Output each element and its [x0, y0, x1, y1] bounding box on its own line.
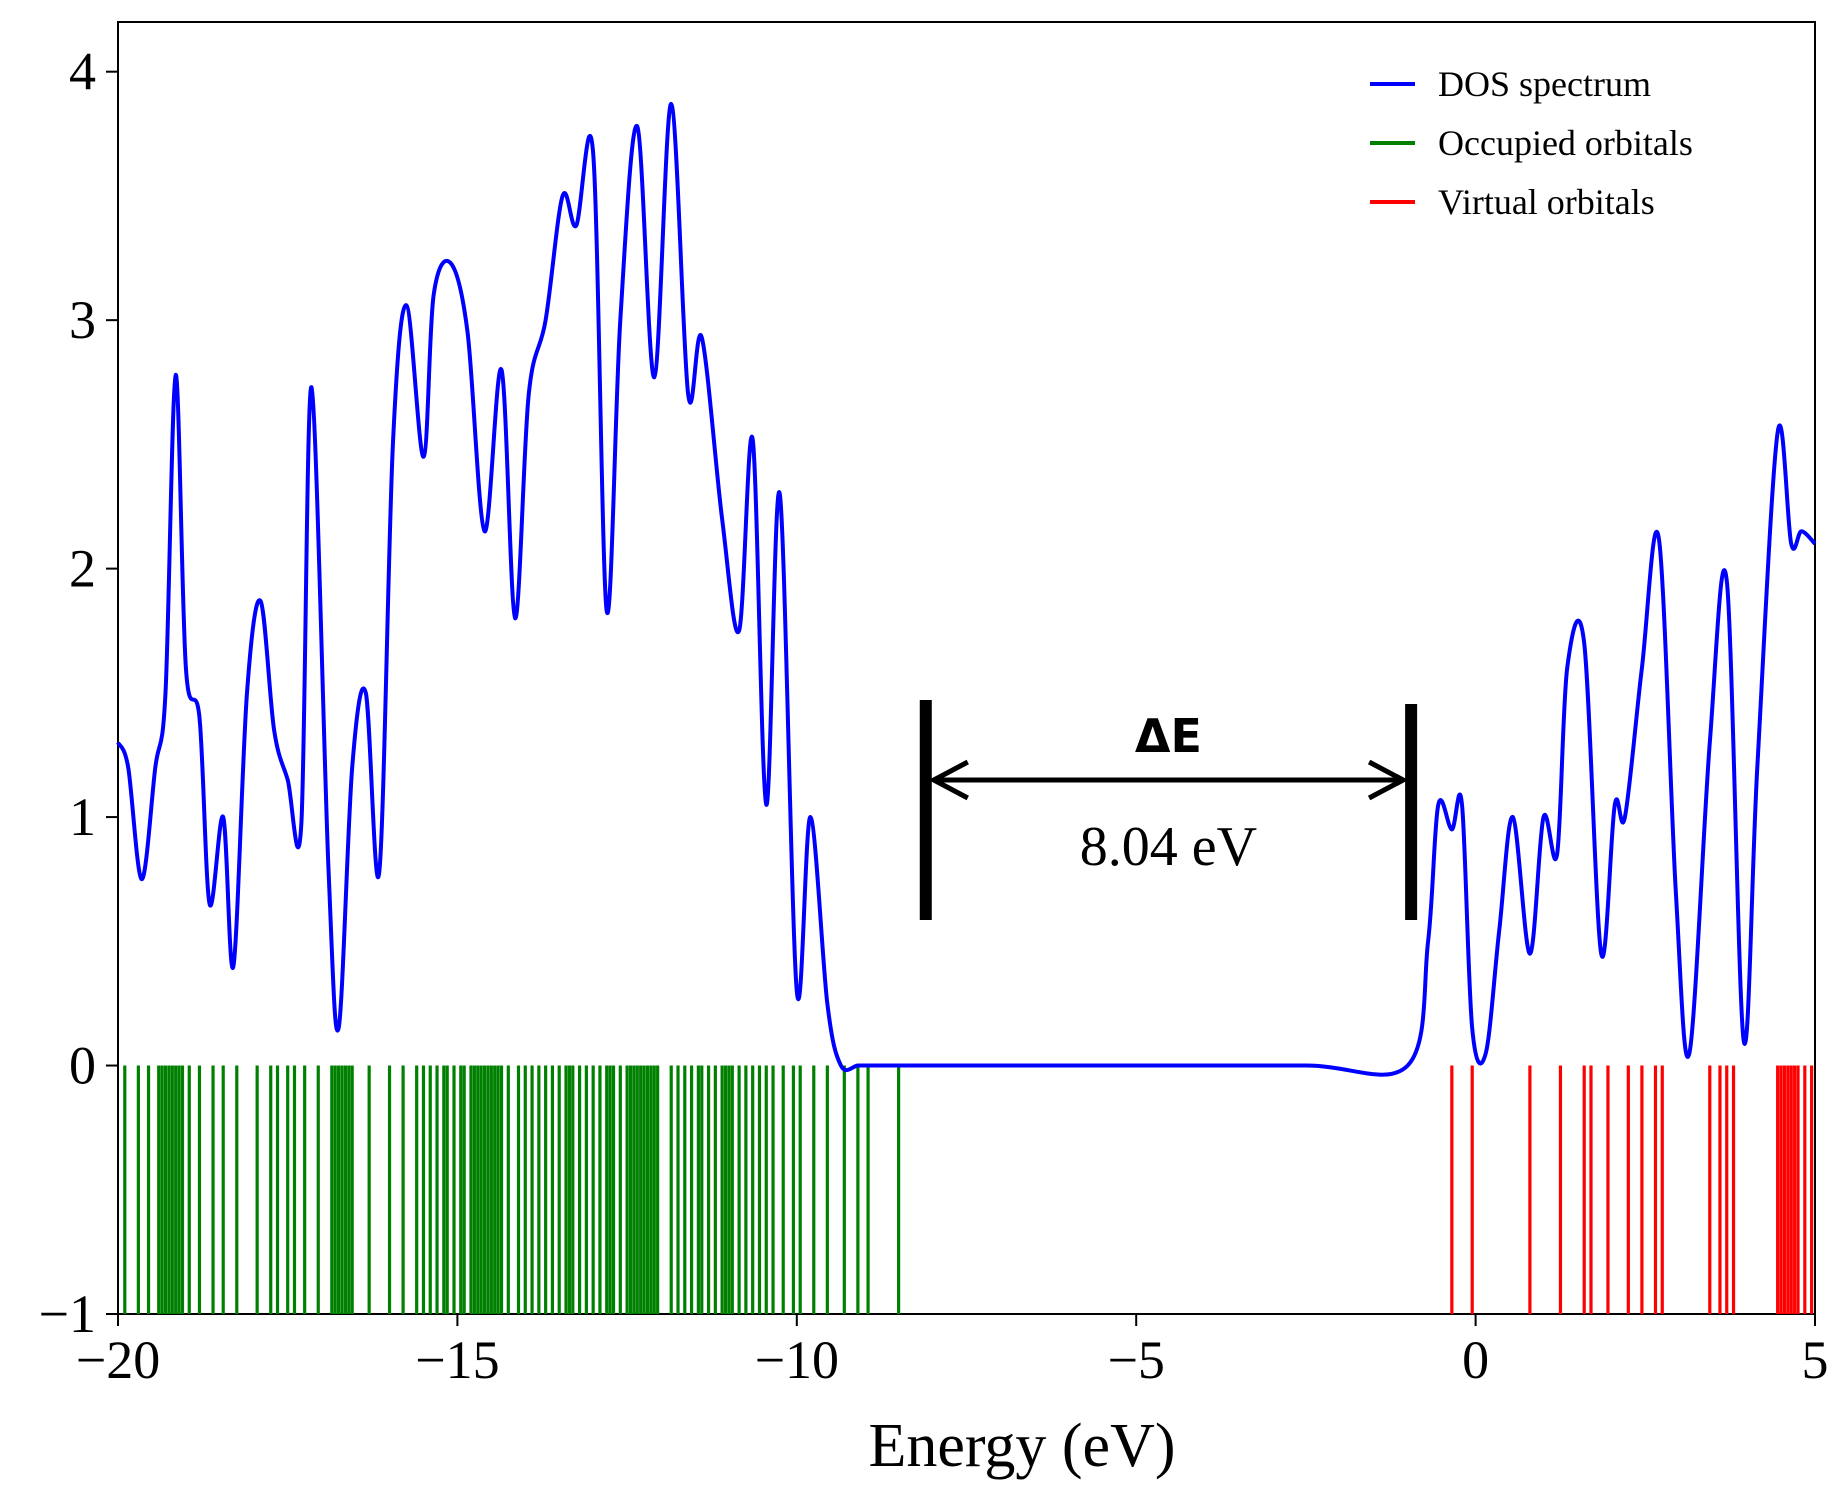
gap-value-label: 8.04 eV: [1080, 816, 1257, 878]
x-axis: −20 −15 −10 −5 0 5: [76, 1314, 1829, 1390]
gap-arrowhead-right: [1367, 759, 1409, 801]
y-axis: −1 0 1 2 3 4: [39, 42, 118, 1344]
orbital-series-2: [1450, 1065, 1814, 1314]
x-tick-label: −20: [76, 1330, 160, 1390]
legend-label: DOS spectrum: [1438, 64, 1651, 104]
gap-arrowhead-left: [928, 759, 969, 801]
x-tick-label: 5: [1802, 1330, 1829, 1390]
y-tick-label: 0: [69, 1036, 96, 1096]
y-tick-label: 2: [69, 539, 96, 599]
x-tick-label: 0: [1462, 1330, 1489, 1390]
gap-annotation: ΔE 8.04 eV: [919, 700, 1418, 920]
y-tick-label: 1: [69, 787, 96, 847]
plot-area: [116, 21, 1817, 1315]
y-tick-label: −1: [39, 1284, 96, 1344]
x-tick-label: −5: [1107, 1330, 1164, 1390]
legend-label: Occupied orbitals: [1438, 123, 1693, 163]
y-tick-label: 3: [69, 290, 96, 350]
y-tick-label: 4: [69, 42, 96, 102]
dos-spectrum-line: [116, 101, 1817, 1077]
legend-label: Virtual orbitals: [1438, 182, 1655, 222]
orbital-series-1: [123, 1065, 901, 1314]
legend: DOS spectrum Occupied orbitals Virtual orb…: [1370, 64, 1693, 222]
x-axis-title: Energy (eV): [868, 1412, 1175, 1480]
gap-delta-label: ΔE: [1135, 709, 1202, 763]
x-tick-label: −10: [755, 1330, 839, 1390]
plot-frame: [117, 21, 1816, 1315]
x-tick-label: −15: [415, 1330, 499, 1390]
